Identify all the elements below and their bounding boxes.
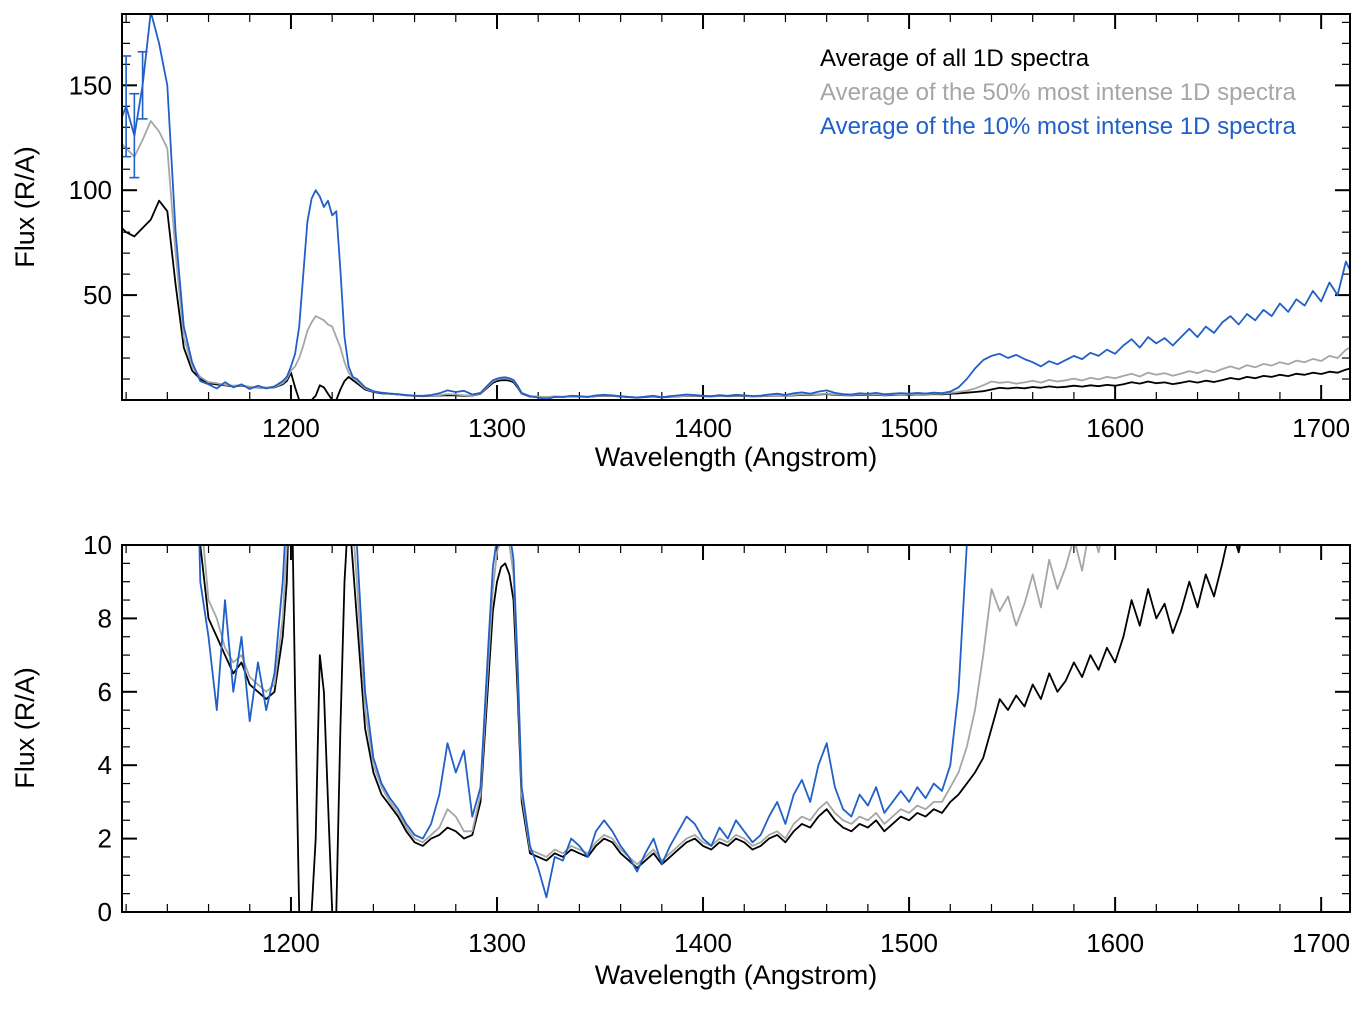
series-group-panel-0 [122,14,1350,400]
x-tick-label: 1200 [262,928,320,958]
x-tick-label: 1200 [262,413,320,443]
legend-entry-10-percent: Average of the 10% most intense 1D spect… [820,113,1296,140]
y-tick-label: 50 [83,280,112,310]
y-tick-label: 2 [98,824,112,854]
y-tick-label: 10 [83,530,112,560]
series-line-1 [202,545,1101,866]
x-tick-label: 1700 [1292,928,1350,958]
x-tick-label: 1400 [674,928,732,958]
series-line-0 [199,545,1241,912]
legend-entry-50-percent: Average of the 50% most intense 1D spect… [820,79,1296,106]
bottom-panel-zoomed: Wavelength (Angstrom) Flux (R/A) 1200 130… [10,530,1351,990]
series-line-1 [122,120,1350,399]
plot-frame-panel-0 [121,13,1351,401]
x-tick-label: 1600 [1086,413,1144,443]
x-tick-label: 1700 [1292,413,1350,443]
legend-entry-all-spectra: Average of all 1D spectra [820,45,1090,72]
x-tick-label: 1500 [880,928,938,958]
x-tick-label: 1600 [1086,928,1144,958]
x-axis-title-top: Wavelength (Angstrom) [595,442,878,472]
x-axis-title-bottom: Wavelength (Angstrom) [595,960,878,990]
y-axis-title-bottom: Flux (R/A) [10,667,40,789]
x-tick-label: 1500 [880,413,938,443]
plot-frame-panel-1 [121,544,1351,913]
y-tick-label: 150 [69,70,112,100]
axes-panel-0: 1200 1300 1400 1500 1600 1700 50 100 150 [69,14,1350,443]
axes-panel-1: 1200 1300 1400 1500 1600 1700 0 2 4 6 8 10 [83,530,1350,958]
y-tick-label: 8 [98,603,112,633]
y-tick-label: 6 [98,677,112,707]
series-line-2 [198,545,968,899]
x-tick-label: 1300 [468,928,526,958]
x-tick-label: 1300 [468,413,526,443]
series-group-panel-1 [198,545,1241,912]
y-axis-title-top: Flux (R/A) [10,146,40,268]
top-panel-full-range: Wavelength (Angstrom) Flux (R/A) Average… [10,13,1351,472]
x-tick-label: 1400 [674,413,732,443]
y-tick-label: 0 [98,897,112,927]
y-tick-label: 100 [69,175,112,205]
series-line-2 [122,14,1350,400]
y-tick-label: 4 [98,750,112,780]
legend: Average of all 1D spectra Average of the… [820,45,1296,140]
